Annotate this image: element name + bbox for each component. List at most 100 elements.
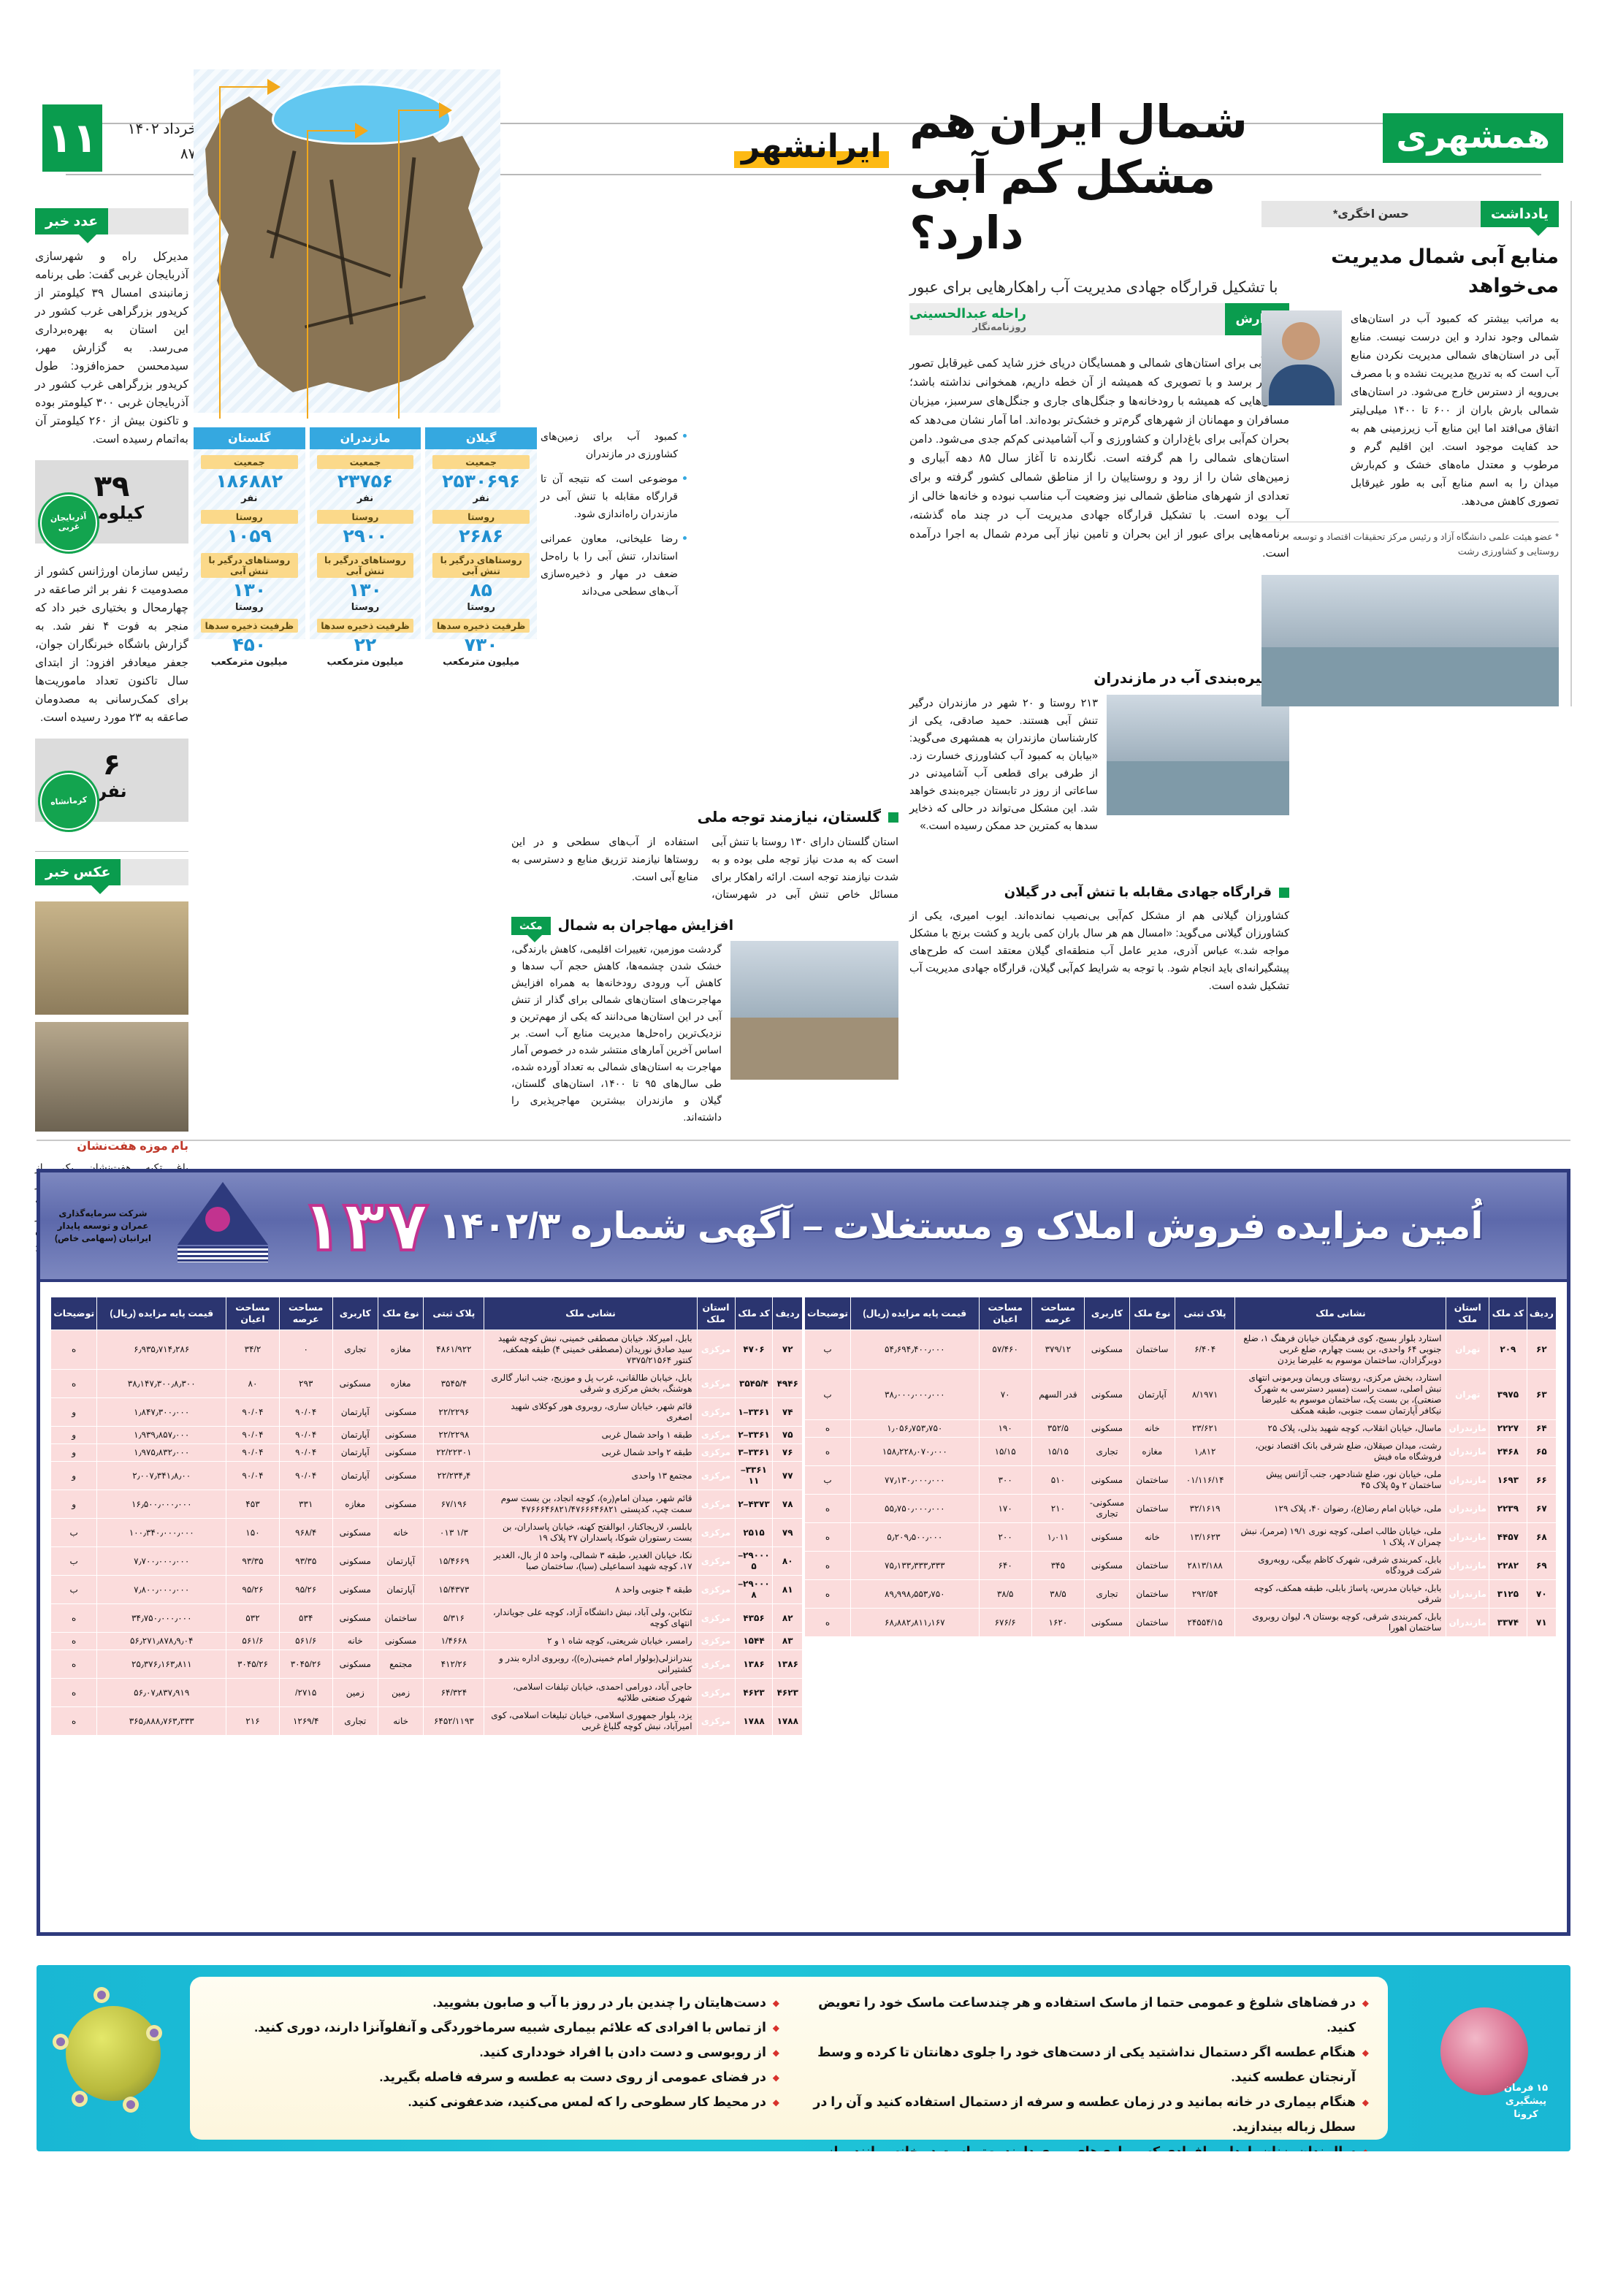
table-cell: ۴۳۵۶ — [734, 1603, 774, 1633]
table-cell: ۱٫٠۵۶٫۷۵۳٫۷۵٠ — [850, 1419, 980, 1438]
table-cell: ساختمان — [1129, 1330, 1175, 1370]
table-row[interactable]: ۱۳۸۶ ۱۳۸۶ مرکزی بندرانزلی(بولوار امام خمینی… — [50, 1649, 803, 1679]
seal-label: آذربایجان غربی — [50, 512, 87, 533]
table-cell: مسکونی — [377, 1632, 424, 1650]
col-arse: مساحت عرصه — [278, 1297, 333, 1330]
table-cell: ۵۳۴ — [278, 1603, 333, 1633]
col-note: توضیحات — [50, 1297, 98, 1330]
table-cell: ملی، خیابان امام رضا(ع)، رضوان ۴٠، پلاک … — [1234, 1494, 1447, 1523]
opinion-column: یادداشت حسن اخگری* منابع آبی شمال مدیریت… — [1261, 201, 1572, 706]
table-row[interactable]: ۷۱ ۳۳۷۴ مازندران بابل، کمربندی شرقی، کوچه ب… — [804, 1608, 1557, 1637]
table-row[interactable]: ۱۷۸۸ ۱۷۸۸ مرکزی یزد، بلوار جمهوری اسلامی، خ… — [50, 1706, 803, 1736]
table-cell: ۱۵۸٫۲۲۸٫۰۷۰٫٠٠٠ — [850, 1437, 980, 1466]
health-banner: ۱۵ فرمان پیشگیری کرونا در فضاهای شلوغ و … — [37, 1965, 1570, 2151]
table-cell: ه — [804, 1494, 852, 1523]
table-cell: ب — [804, 1369, 852, 1420]
table-cell: ۵۶۱/۶ — [226, 1632, 280, 1650]
table-cell: مسکونی-تجاری — [1084, 1494, 1130, 1523]
stat-unit-dam: میلیون مترمکعب — [327, 656, 404, 667]
table-cell: ۹٠/٠۴ — [278, 1443, 333, 1462]
table-cell: ۳۵۲/۵ — [1031, 1419, 1085, 1438]
logo-bars — [178, 1246, 268, 1262]
table-cell: ۶۴/۳۲۴ — [423, 1678, 485, 1707]
col-rowno: ردیف — [772, 1297, 803, 1330]
table-cell: مازندران — [1446, 1608, 1490, 1637]
table-cell: مسکونی — [377, 1461, 424, 1490]
table-cell: بابل، کمربندی شرقی، کوچه بوستان ۹، لیوان… — [1234, 1608, 1447, 1637]
table-cell: زمین — [332, 1678, 378, 1707]
table-row[interactable]: ۷۴ ۳۳۶۱–۱ مرکزی قائم شهر، خیابان ساری، روبر… — [50, 1397, 803, 1427]
table-row[interactable]: ۷۸ ۴۳۷۳–۲ مرکزی قائم شهر، میدان امام(ره)، ک… — [50, 1490, 803, 1519]
table-header: ردیف کد ملک استان ملک نشانی ملک پلاک ثبت… — [804, 1297, 1557, 1330]
table-cell: مسکونی — [1084, 1419, 1130, 1438]
table-cell: ۹٠/٠۴ — [226, 1443, 280, 1462]
table-cell: مازندران — [1446, 1419, 1490, 1438]
sub-article-body: ۲۱۳ روستا و ۲۰ شهر در مازندران درگیر تنش… — [909, 698, 1098, 832]
table-cell: ۳۳۶۱–۳ — [734, 1443, 774, 1462]
table-cell: ۱۳/۱۶۲۳ — [1174, 1522, 1236, 1552]
table-cell: مازندران — [1446, 1522, 1490, 1552]
table-row[interactable]: ۶۵ ۲۴۶۸ مازندران رشت، میدان صیقلان، ضلع شرق… — [804, 1437, 1557, 1466]
table-cell: ۲۲/۲۲۹۸ — [423, 1426, 485, 1444]
table-row[interactable]: ۸۳ ۱۵۴۴ مرکزی رامسر، خیابان شریعتی، کوچه شا… — [50, 1632, 803, 1650]
table-row[interactable]: ۶۲ ۲۰۹ تهران استارد بلوار بسیج، کوی فرهنگیا… — [804, 1330, 1557, 1370]
stat-label-villages: روستا — [316, 510, 414, 524]
col-price: قیمت پایه مزایده (ریال) — [850, 1297, 980, 1330]
table-row[interactable]: ۷٠ ۳۱۲۵ مازندران بابل، خیابان مدرس، پاساژ ب… — [804, 1579, 1557, 1609]
table-row[interactable]: ۴۶۲۳ ۴۶۲۳ مرکزی حاجی آباد، دورامی احمدی، خی… — [50, 1678, 803, 1707]
col-ayan: مساحت اعیان — [226, 1297, 280, 1330]
table-cell: ۶۷۶/۶ — [978, 1608, 1032, 1637]
table-cell: ۲۴۶۸ — [1489, 1437, 1527, 1466]
table-cell: مسکونی — [1084, 1608, 1130, 1637]
table-cell: آپارتمان — [1129, 1369, 1175, 1420]
table-cell: مازندران — [1446, 1579, 1490, 1609]
province-name: گیلان — [425, 427, 537, 449]
table-cell: ۷۷ — [772, 1461, 803, 1490]
stat-label-population: جمعیت — [316, 455, 414, 469]
sidebar-divider — [35, 851, 188, 852]
table-cell: خانه — [1129, 1522, 1175, 1552]
section-title: ایرانشهر — [734, 128, 889, 168]
table-cell: ه — [50, 1706, 98, 1736]
table-row[interactable]: ۷۵ ۳۳۶۱–۲ مرکزی طبقه ۱ واحد شمال غربی ۲۲/۲۲۹… — [50, 1426, 803, 1444]
table-row[interactable]: ۶۴ ۲۲۲۷ مازندران ماسال، خیابان انقلاب، کوچه… — [804, 1419, 1557, 1438]
table-cell: مازندران — [1446, 1437, 1490, 1466]
table-cell: ۳۳۱ — [278, 1490, 333, 1519]
stat-label-dam: ظرفیت ذخیره سدها — [316, 619, 414, 633]
table-cell: ۲۲/۲۲۳٠۱ — [423, 1443, 485, 1462]
auction-table: ردیف کد ملک استان ملک نشانی ملک پلاک ثبت… — [50, 1297, 803, 1736]
table-row[interactable]: ۷۹ ۲۵۱۵ مرکزی بابلسر، لاریجاکنار، ابوالفتح … — [50, 1518, 803, 1547]
table-cell: ۷۲ — [772, 1330, 803, 1370]
table-cell: مسکونی — [332, 1369, 378, 1398]
table-cell: ۱۲۶۹/۴ — [278, 1706, 333, 1736]
stat-number: ۳۹ — [93, 470, 130, 503]
table-cell: مسکونی — [332, 1546, 378, 1576]
col-rowno: ردیف — [1526, 1297, 1557, 1330]
table-cell: نکا، خیابان الغدیر، طبقه ۳ شمالی، واحد ۵… — [484, 1546, 698, 1576]
table-cell: ه — [50, 1632, 98, 1650]
table-row[interactable]: ۶۶ ۱۶۹۳ مازندران ملی، خیابان نور، ضلع شنادح… — [804, 1465, 1557, 1495]
stat-label-population: جمعیت — [432, 455, 530, 469]
table-cell: ۶۳ — [1526, 1369, 1557, 1420]
table-row[interactable]: ۷۶ ۳۳۶۱–۳ مرکزی طبقه ۲ واحد شمال غربی ۲۲/۲۲۳… — [50, 1443, 803, 1462]
table-row[interactable]: ۷۲ ۴۷٠۶ مرکزی بابل، امیرکلا، خیابان مصطفی خ… — [50, 1330, 803, 1370]
table-row[interactable]: ۶۳ ۳۹۷۵ تهران استارد، بخش مرکزی، روستای وری… — [804, 1369, 1557, 1420]
table-cell: خانه — [377, 1518, 424, 1547]
sub-article-body: گردشت موز‌مین، تغییرات اقلیمی، کاهش بارن… — [511, 943, 722, 1123]
table-row[interactable]: ۸۱ ۲۹٠٠٠–۸ مرکزی طبقه ۴ جنوبی واحد ۸ ۱۵/۴۳۷۳… — [50, 1575, 803, 1604]
table-row[interactable]: ۷۷ ۳۳۶۱–۱۱ مرکزی مجتمع ۱۳ واحدی ۲۲/۲۳۴٫۴ مسکو… — [50, 1461, 803, 1490]
virus-icon-right — [1411, 1978, 1557, 2135]
table-row[interactable]: ۸۲ ۴۳۵۶ مرکزی تنکابن، ولی آباد، نبش دانشگاه… — [50, 1603, 803, 1633]
province-card-golestan: گلستان جمعیت ۱۸۶۸۸۲ نفر روستا ۱۰۵۹ روستا… — [193, 427, 305, 667]
table-row[interactable]: ۸٠ ۲۹٠٠٠–۵ مرکزی نکا، خیابان الغدیر، طبقه ۳… — [50, 1546, 803, 1576]
table-cell: رشت، میدان صیقلان، ضلع شرقی بانک اقتصاد … — [1234, 1437, 1447, 1466]
iran-landmass-shape — [205, 96, 483, 392]
table-row[interactable]: ۶۸ ۴۴۵۷ مازندران ملی، خیابان طالب اصلی، کوچ… — [804, 1522, 1557, 1552]
table-cell: بابل، امیرکلا، خیابان مصطفی خمینی، نبش ک… — [484, 1330, 698, 1370]
stat-unit-dam: میلیون مترمکعب — [443, 656, 520, 667]
table-row[interactable]: ۶۹ ۲۲۸۲ مازندران بابل، کمربندی شرقی، شهرک ک… — [804, 1551, 1557, 1580]
table-cell: ۳۹۷۵ — [1489, 1369, 1527, 1420]
table-row[interactable]: ۴۹۴۶ ۳۵۴۵/۴ مرکزی بابل، خیابان طالقانی، غرب… — [50, 1369, 803, 1398]
table-cell: ۹٠/٠۴ — [278, 1426, 333, 1444]
table-row[interactable]: ۶۷ ۲۲۳۹ مازندران ملی، خیابان امام رضا(ع)، ر… — [804, 1494, 1557, 1523]
